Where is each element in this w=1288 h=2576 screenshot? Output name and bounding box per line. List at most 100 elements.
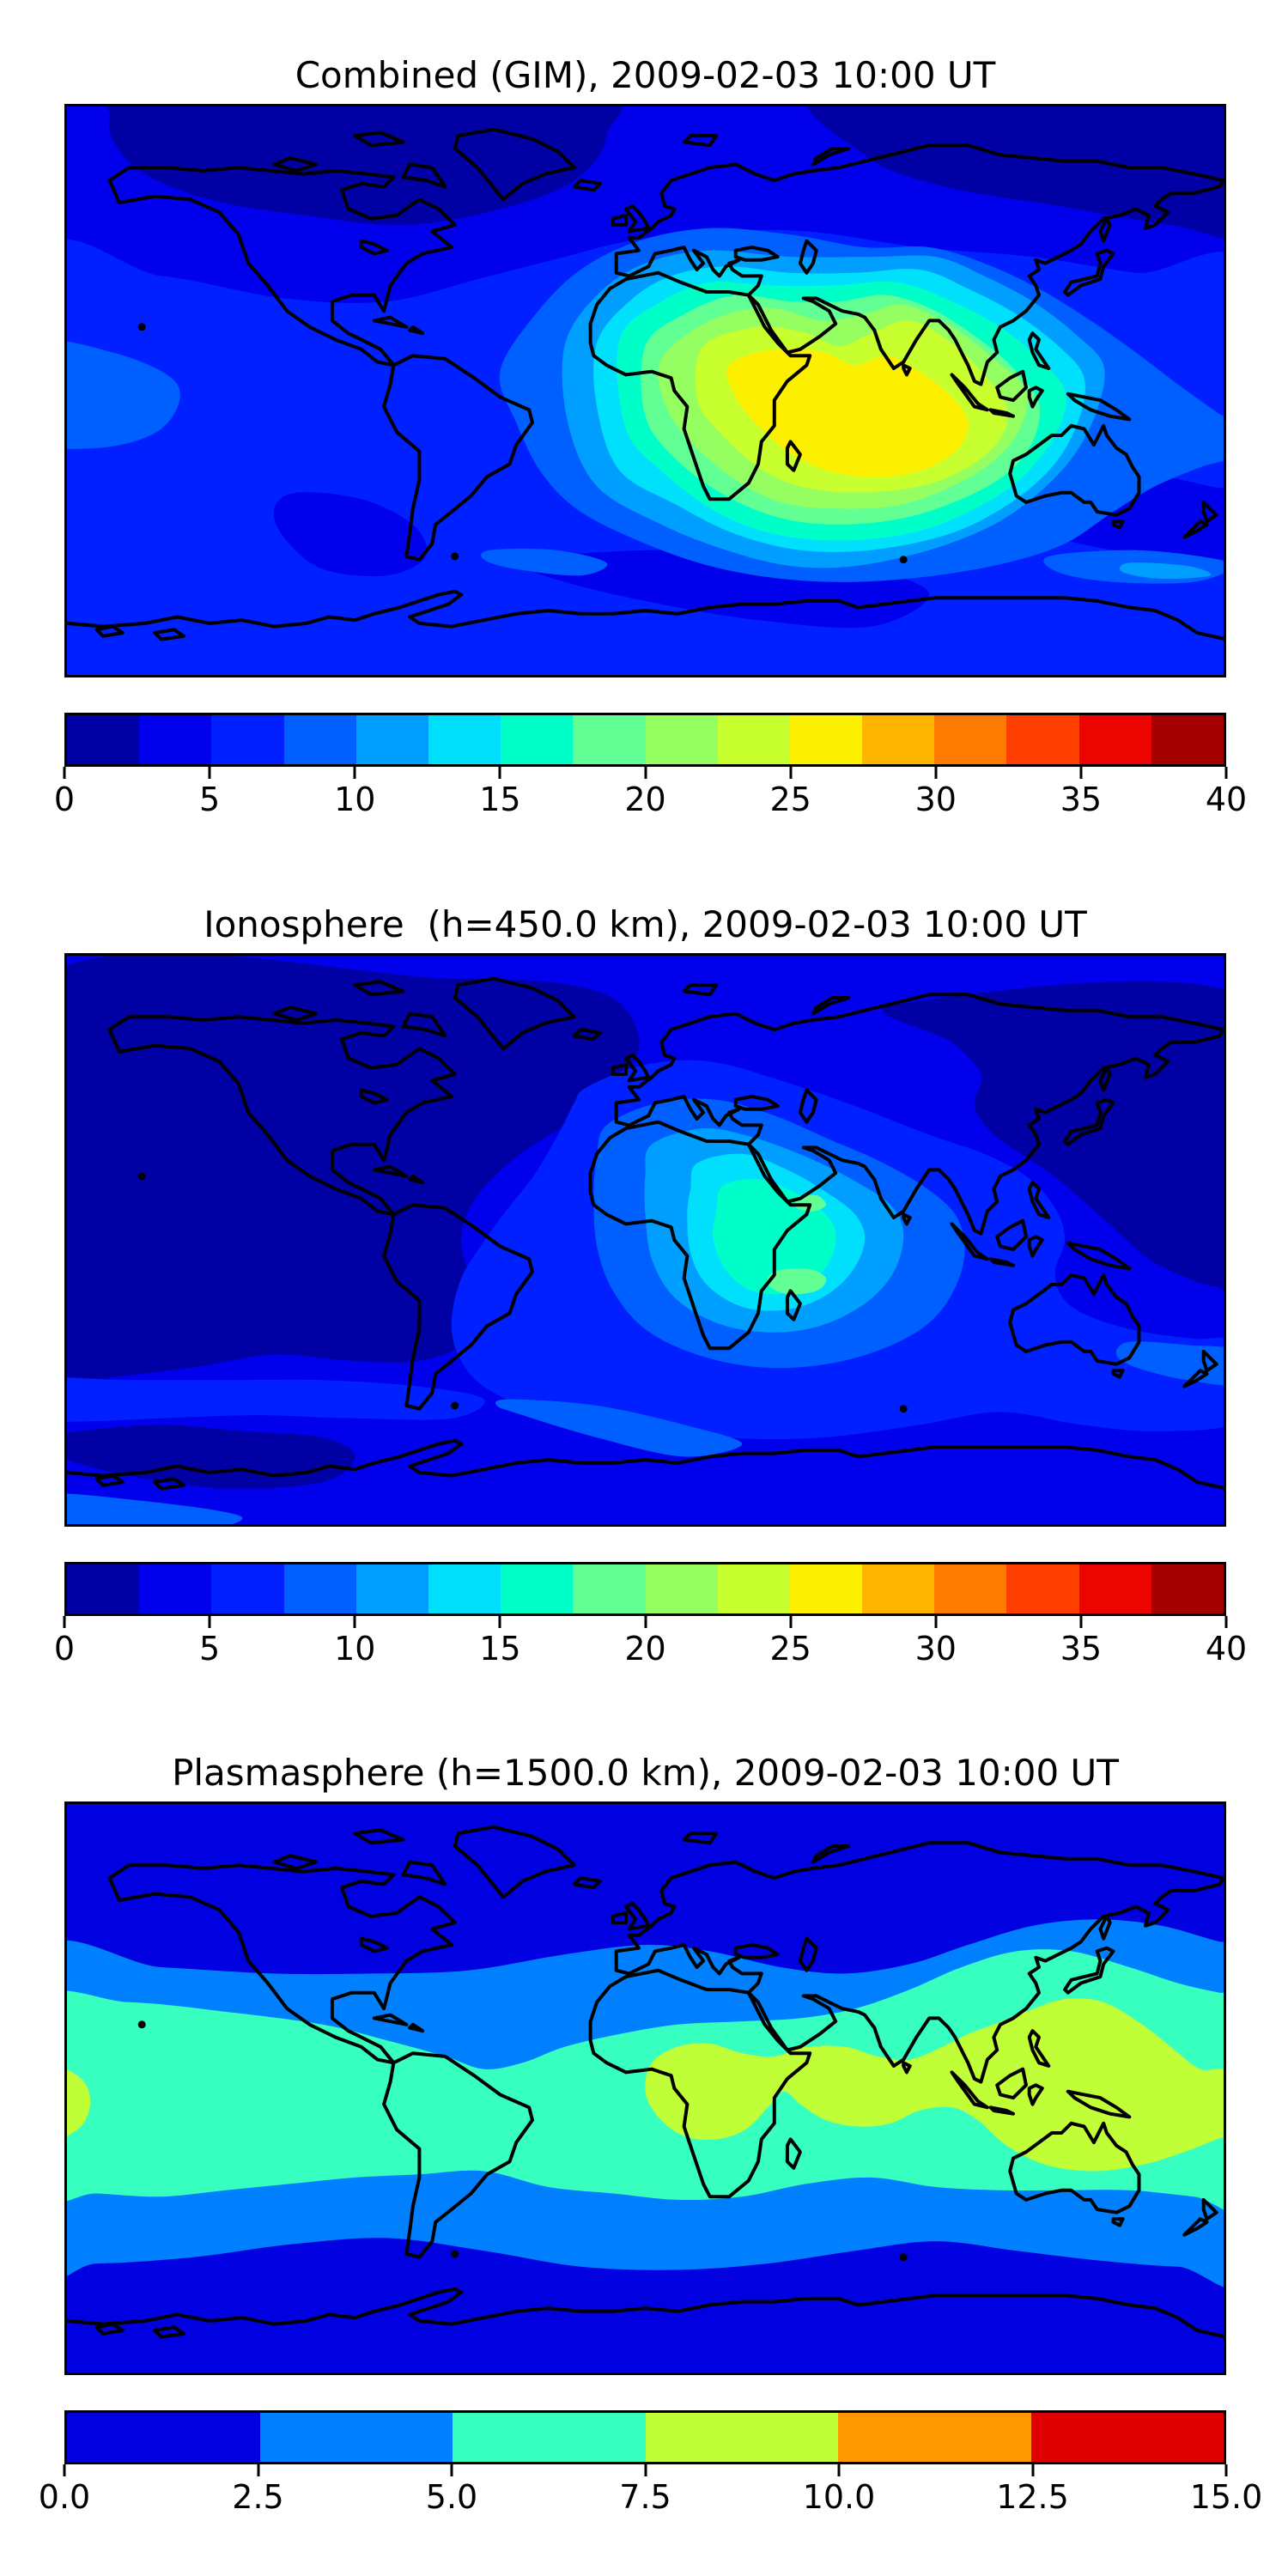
colorbar-tick-mark (353, 767, 356, 779)
coastline-australia (1008, 1273, 1141, 1366)
colorbar-tick-label: 5.0 (425, 2478, 478, 2516)
contour-region-5-7.5 (64, 1376, 485, 1422)
coastline-antarctic-island-1 (94, 2322, 125, 2336)
coastline-sri-lanka (902, 1212, 912, 1225)
coastline-tasmania (1111, 519, 1125, 530)
colorbar-tick-label: 20 (624, 1629, 666, 1668)
colorbar-segment (453, 2413, 646, 2462)
contour-map (64, 104, 1226, 677)
coastline-great-lakes (359, 1936, 389, 1953)
colorbar-tick-label: 40 (1205, 1629, 1248, 1668)
coastline-victoria-island (272, 1005, 319, 1022)
map-border (64, 104, 1226, 677)
coastline-ellesmere (353, 131, 405, 148)
colorbar-tick-label: 5 (199, 1629, 221, 1668)
coastline-australia (1008, 423, 1141, 517)
colorbar-tick-mark (498, 767, 501, 779)
colorbar-tick-label: 15 (479, 1629, 521, 1668)
coastline-south-america (382, 1202, 534, 1411)
contour-region-17.5-20 (767, 1267, 827, 1294)
coastline-japan (1063, 248, 1115, 297)
coastline-sumatra (950, 373, 989, 412)
coastline-borneo (995, 1218, 1028, 1251)
colorbar-segment (67, 2413, 260, 2462)
colorbar-segment (645, 715, 718, 764)
contour-region-5-7.5 (64, 1949, 1226, 2211)
colorbar-tick-label: 15 (479, 781, 521, 818)
coastline-new-zealand-north (1201, 2197, 1218, 2221)
coastline-baffin (401, 162, 447, 189)
colorbar-segment (428, 715, 501, 764)
coastline-iceland (572, 1027, 602, 1041)
coastline-new-zealand-north (1201, 500, 1218, 524)
colorbar-segment (1151, 715, 1224, 764)
colorbar-tick-mark (644, 1615, 647, 1628)
colorbar-tick-mark (450, 2464, 453, 2476)
colorbar-tick-mark (934, 767, 938, 779)
coastline-hispaniola (408, 325, 425, 336)
contour-region-7.5-10 (481, 548, 608, 576)
map-border (64, 952, 1226, 1527)
colorbar-segment (355, 715, 428, 764)
coastline-black-sea (733, 246, 780, 262)
coastline-australia (1008, 2121, 1141, 2215)
colorbar-tick-mark (63, 2464, 66, 2476)
coastline-black-sea (733, 1943, 780, 1959)
colorbar-tick-mark (208, 1615, 211, 1628)
colorbar-tick-mark (644, 2464, 647, 2476)
coastline-borneo (995, 2067, 1028, 2100)
coastline-uk (624, 1053, 651, 1082)
coastline-victoria-island (272, 156, 319, 173)
coastline-novaya-zemlya (811, 147, 851, 167)
coastline-cuba (372, 315, 409, 329)
coastline-baffin (401, 1860, 447, 1886)
coastline-philippines (1027, 2029, 1051, 2068)
colorbar-segment (139, 715, 212, 764)
colorbar-segment (573, 715, 646, 764)
coastline-sumatra (950, 1221, 989, 1261)
colorbar-tick-mark (837, 2464, 841, 2476)
coastline-hispaniola (408, 2022, 425, 2033)
colorbar-tick-label: 10 (334, 781, 376, 818)
coastline-iceland (572, 1876, 602, 1890)
colorbar-segment (717, 1564, 790, 1613)
colorbar-tick-mark (1079, 767, 1083, 779)
colorbar-tick-mark (353, 1615, 356, 1628)
coastline-new-zealand-south (1182, 519, 1209, 539)
contour-region-7.5-10 (495, 1399, 743, 1456)
coastline-eurasia (614, 1841, 1225, 2084)
island-dot (451, 1400, 459, 1409)
colorbar-tick-mark (789, 767, 793, 779)
colorbar-tick-label: 10.0 (802, 2478, 876, 2516)
colorbar-tick-label: 0 (53, 1629, 76, 1668)
colorbar-tick-label: 5 (199, 781, 221, 818)
colorbar-tick-label: 40 (1205, 781, 1248, 818)
colorbar-tick-label: 0 (53, 781, 76, 818)
coastline-south-america (382, 2051, 534, 2259)
coastline-sri-lanka (902, 363, 912, 377)
coastline-java (988, 1256, 1015, 1267)
colorbar-segment (211, 1564, 284, 1613)
colorbar-segment (1006, 1564, 1079, 1613)
coastline-philippines (1027, 331, 1051, 370)
colorbar-tick-label: 12.5 (996, 2478, 1069, 2516)
coastline-africa (588, 270, 812, 501)
coastline-ireland (611, 213, 628, 227)
coastline-svalbard (682, 1832, 719, 1845)
contour-region-7.5-10 (645, 1998, 1226, 2172)
coastline-caspian-sea (798, 1088, 818, 1124)
island-dot (451, 2250, 459, 2258)
colorbar-tick-label: 25 (769, 781, 811, 818)
colorbar-tick-mark (63, 767, 66, 779)
map-border (64, 1801, 1226, 2375)
contour-map (64, 1801, 1226, 2375)
colorbar-tick-mark (498, 1615, 501, 1628)
coastline-baffin (401, 1012, 447, 1037)
coastline-antarctic-island-1 (94, 624, 125, 638)
coastline-sakhalin (1098, 216, 1112, 243)
coastline-borneo (995, 369, 1028, 403)
colorbar-tick-label: 0.0 (38, 2478, 91, 2516)
coastline-hispaniola (408, 1174, 425, 1184)
contour-region-7.5-10 (64, 2068, 91, 2138)
colorbar-tick-label: 35 (1060, 1629, 1103, 1668)
